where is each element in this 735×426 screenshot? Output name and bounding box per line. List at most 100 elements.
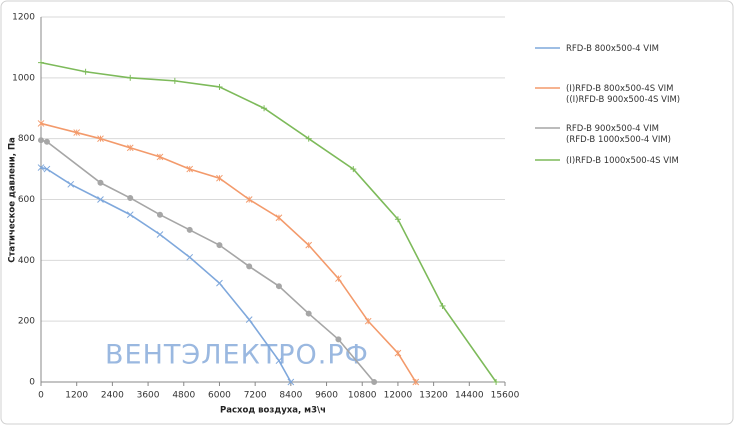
data-point bbox=[97, 196, 104, 203]
data-point bbox=[216, 174, 223, 182]
data-point bbox=[156, 211, 163, 218]
marker-shape bbox=[305, 310, 312, 317]
x-tick-label: 9600 bbox=[315, 391, 338, 401]
y-tick-label: 1200 bbox=[12, 13, 35, 23]
y-tick-label: 0 bbox=[29, 378, 35, 388]
marker-shape bbox=[246, 263, 253, 270]
data-point bbox=[186, 165, 194, 173]
data-point bbox=[82, 68, 89, 75]
data-point bbox=[394, 216, 401, 223]
data-point bbox=[245, 316, 253, 323]
marker-shape bbox=[216, 279, 223, 287]
data-point bbox=[37, 164, 45, 171]
marker-shape bbox=[156, 231, 164, 238]
marker-shape bbox=[275, 357, 283, 365]
data-point bbox=[37, 120, 45, 127]
legend-label: (I)RFD-B 800x500-4S VIM ((I)RFD-B 900x500… bbox=[566, 84, 680, 105]
x-tick-label: 7200 bbox=[244, 391, 267, 401]
x-tick-label: 3600 bbox=[137, 391, 160, 401]
marker-shape bbox=[186, 253, 194, 261]
x-tick-label: 6000 bbox=[208, 391, 231, 401]
data-point bbox=[275, 214, 283, 222]
marker-shape bbox=[287, 378, 295, 386]
data-point bbox=[364, 317, 372, 325]
x-tick-label: 10800 bbox=[348, 391, 377, 401]
x-tick-label: 14400 bbox=[455, 391, 484, 401]
series-line bbox=[40, 139, 375, 383]
data-point bbox=[350, 166, 357, 173]
data-point bbox=[216, 279, 223, 287]
x-tick-label: 1200 bbox=[65, 391, 88, 401]
data-point bbox=[371, 379, 378, 385]
marker-shape bbox=[245, 316, 253, 323]
data-point bbox=[38, 59, 44, 66]
marker-shape bbox=[97, 179, 104, 186]
legend-label: (I)RFD-B 1000x500-4S VIM bbox=[566, 156, 679, 166]
data-point bbox=[127, 194, 134, 201]
legend-label: RFD-B 900x500-4 VIM (RFD-B 1000x500-4 VIM… bbox=[566, 124, 671, 145]
marker-shape bbox=[67, 180, 75, 188]
legend-label: RFD-B 800x500-4 VIM bbox=[566, 44, 659, 54]
marker-shape bbox=[275, 283, 282, 290]
data-point bbox=[127, 74, 134, 81]
marker-shape bbox=[186, 226, 193, 233]
data-point bbox=[305, 241, 313, 249]
data-point bbox=[305, 310, 312, 317]
y-axis-title: Статическое давлени, Па bbox=[8, 137, 18, 263]
series-line bbox=[40, 122, 417, 383]
marker-shape bbox=[38, 137, 44, 144]
x-tick-label: 13200 bbox=[419, 391, 448, 401]
data-point bbox=[261, 105, 268, 112]
watermark: ВЕНТЭЛЕКТРО.РФ bbox=[105, 340, 369, 371]
data-point bbox=[43, 165, 51, 173]
marker-shape bbox=[43, 165, 51, 173]
data-point bbox=[216, 83, 223, 90]
data-point bbox=[335, 336, 342, 343]
marker-shape bbox=[126, 211, 134, 219]
data-point bbox=[97, 179, 104, 186]
data-point bbox=[275, 357, 283, 365]
marker-shape bbox=[216, 242, 223, 249]
marker-shape bbox=[335, 336, 342, 343]
data-point bbox=[275, 283, 282, 290]
data-point bbox=[287, 378, 295, 386]
x-tick-label: 4800 bbox=[172, 391, 195, 401]
x-axis-title: Расход воздуха, м3\ч bbox=[220, 406, 326, 416]
y-tick-label: 200 bbox=[18, 317, 35, 327]
data-point bbox=[394, 349, 402, 357]
x-tick-label: 2400 bbox=[101, 391, 124, 401]
marker-shape bbox=[127, 194, 134, 201]
data-point bbox=[412, 378, 420, 386]
data-point bbox=[245, 196, 253, 203]
data-point bbox=[156, 231, 164, 238]
y-tick-label: 600 bbox=[18, 195, 35, 205]
data-point bbox=[67, 180, 75, 188]
x-tick-label: 12000 bbox=[384, 391, 413, 401]
data-point bbox=[216, 242, 223, 249]
data-point bbox=[126, 211, 134, 219]
data-point bbox=[73, 129, 81, 136]
data-point bbox=[97, 135, 104, 143]
data-point bbox=[38, 137, 44, 144]
data-point bbox=[493, 379, 500, 385]
data-point bbox=[246, 263, 253, 270]
marker-shape bbox=[371, 379, 378, 385]
x-tick-label: 15600 bbox=[491, 391, 520, 401]
x-tick-label: 8400 bbox=[279, 391, 302, 401]
y-tick-label: 800 bbox=[18, 134, 35, 144]
marker-shape bbox=[97, 196, 104, 203]
data-point bbox=[156, 153, 164, 161]
x-tick-label: 0 bbox=[38, 391, 44, 401]
legend: RFD-B 800x500-4 VIM (I)RFD-B 800x500-4S V… bbox=[535, 44, 680, 166]
data-point bbox=[186, 226, 193, 233]
y-tick-label: 400 bbox=[18, 256, 35, 266]
data-point bbox=[439, 302, 446, 309]
marker-shape bbox=[156, 211, 163, 218]
data-point bbox=[43, 138, 50, 145]
marker-shape bbox=[37, 164, 45, 171]
data-point bbox=[305, 135, 312, 142]
data-point bbox=[171, 77, 178, 84]
marker-shape bbox=[43, 138, 50, 145]
